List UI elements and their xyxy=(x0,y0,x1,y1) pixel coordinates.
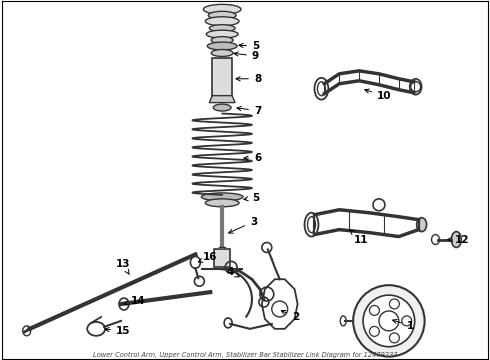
Polygon shape xyxy=(214,249,230,267)
Text: 5: 5 xyxy=(239,41,259,51)
Text: 12: 12 xyxy=(447,234,469,244)
Text: 7: 7 xyxy=(237,105,261,116)
Circle shape xyxy=(411,82,420,92)
Ellipse shape xyxy=(416,218,427,231)
Text: 1: 1 xyxy=(392,319,414,331)
Ellipse shape xyxy=(208,11,236,19)
Ellipse shape xyxy=(211,37,233,44)
Text: 16: 16 xyxy=(198,252,217,262)
Polygon shape xyxy=(209,96,235,103)
Text: 10: 10 xyxy=(365,89,392,101)
Ellipse shape xyxy=(451,231,461,247)
Text: 14: 14 xyxy=(124,296,146,306)
Text: 9: 9 xyxy=(234,51,259,61)
Circle shape xyxy=(353,285,425,357)
Text: 3: 3 xyxy=(229,217,257,233)
Text: 4: 4 xyxy=(226,267,239,277)
Ellipse shape xyxy=(213,104,231,111)
Ellipse shape xyxy=(205,17,239,26)
Ellipse shape xyxy=(207,42,237,50)
Ellipse shape xyxy=(410,79,421,95)
Text: 6: 6 xyxy=(244,153,261,163)
Text: 13: 13 xyxy=(116,259,130,275)
Text: 15: 15 xyxy=(105,326,130,336)
Text: 11: 11 xyxy=(349,230,368,244)
Polygon shape xyxy=(212,58,232,96)
Ellipse shape xyxy=(211,50,233,57)
Text: 8: 8 xyxy=(236,74,261,84)
Text: 5: 5 xyxy=(244,193,259,203)
Text: Lower Control Arm, Upper Control Arm, Stabilizer Bar Stabilizer Link Diagram for: Lower Control Arm, Upper Control Arm, St… xyxy=(93,352,397,358)
Text: 2: 2 xyxy=(281,310,299,322)
Circle shape xyxy=(363,295,415,347)
Circle shape xyxy=(379,311,399,331)
Ellipse shape xyxy=(209,25,235,32)
Ellipse shape xyxy=(206,30,238,38)
Ellipse shape xyxy=(201,193,243,201)
Ellipse shape xyxy=(203,4,241,14)
Ellipse shape xyxy=(205,199,239,207)
